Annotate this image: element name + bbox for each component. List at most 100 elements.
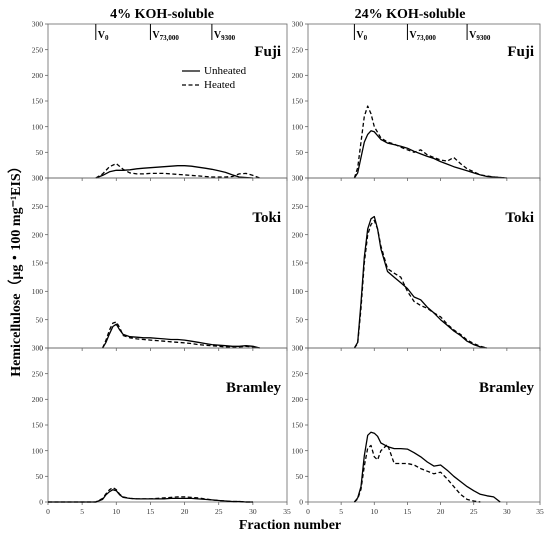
y-tick-label: 150 [32, 97, 44, 106]
y-tick-label: 250 [292, 369, 304, 378]
series-line-heated [353, 105, 507, 179]
series-line-unheated [353, 215, 488, 349]
panel-toki-left: 0 50 100 150 200 250 300 Toki [32, 174, 288, 353]
y-tick-label: 300 [292, 344, 304, 353]
elution-marker-label: V0 [98, 30, 109, 42]
y-tick-label: 0 [39, 344, 43, 353]
series-line-heated [353, 443, 481, 503]
x-tick-label: 30 [503, 507, 511, 516]
y-tick-label: 300 [32, 344, 44, 353]
y-tick-label: 300 [32, 20, 44, 29]
y-tick-label: 200 [32, 230, 44, 239]
x-tick-label: 5 [80, 507, 84, 516]
panel-toki-right: 0 50 100 150 200 250 300 Toki [292, 174, 541, 353]
x-tick-label: 5 [339, 507, 343, 516]
panel-label: Bramley [226, 380, 281, 396]
x-tick-label: 0 [46, 507, 50, 516]
elution-marker-label: V73,000 [152, 30, 179, 42]
panel-frame [47, 347, 288, 503]
panel-frame [47, 177, 288, 349]
x-tick-label: 35 [536, 507, 544, 516]
y-tick-label: 150 [32, 259, 44, 268]
panel-label: Toki [505, 210, 534, 226]
y-tick-label: 150 [292, 259, 304, 268]
y-tick-label: 200 [292, 71, 304, 80]
y-tick-label: 300 [292, 20, 304, 29]
y-tick-label: 150 [32, 421, 44, 430]
y-tick-label: 50 [36, 472, 44, 481]
y-tick-label: 0 [299, 174, 303, 183]
panel-fuji-right: 0 50 100 150 200 250 300 Fuji V0 V73,000 V9300 [292, 20, 541, 183]
y-tick-label: 100 [292, 287, 304, 296]
series-line-unheated [353, 130, 507, 179]
x-tick-label: 30 [249, 507, 257, 516]
x-tick-label: 25 [470, 507, 478, 516]
legend-label-unheated: Unheated [204, 65, 247, 77]
y-tick-label: 50 [36, 315, 44, 324]
series-line-heated [102, 321, 260, 349]
panel-fuji-left: 0 50 100 150 200 250 300 Fuji V0 V73,000 V9300 Unhe… [32, 20, 288, 183]
panel-frame [47, 23, 288, 179]
y-tick-label: 0 [39, 174, 43, 183]
y-tick-label: 50 [296, 315, 304, 324]
y-tick-label: 200 [292, 230, 304, 239]
y-tick-label: 250 [32, 202, 44, 211]
x-tick-label: 15 [147, 507, 155, 516]
x-tick-label: 35 [283, 507, 291, 516]
legend-label-heated: Heated [204, 79, 236, 91]
y-tick-label: 150 [292, 421, 304, 430]
column-title-left: 4% KOH-soluble [110, 7, 214, 22]
panel-label: Fuji [254, 44, 281, 60]
x-tick-label: 25 [215, 507, 223, 516]
y-tick-label: 200 [32, 395, 44, 404]
y-tick-label: 150 [292, 97, 304, 106]
y-tick-label: 0 [299, 498, 303, 507]
y-tick-label: 250 [292, 45, 304, 54]
y-tick-label: 0 [39, 498, 43, 507]
column-title-right: 24% KOH-soluble [355, 7, 466, 22]
elution-marker-label: V9300 [214, 30, 236, 42]
series-line-heated [353, 219, 488, 349]
y-tick-label: 200 [292, 395, 304, 404]
x-tick-label: 10 [371, 507, 379, 516]
y-tick-label: 0 [299, 344, 303, 353]
panel-label: Fuji [507, 44, 534, 60]
y-tick-label: 200 [32, 71, 44, 80]
elution-marker-label: V73,000 [409, 30, 436, 42]
y-tick-label: 100 [32, 122, 44, 131]
y-tick-label: 50 [296, 148, 304, 157]
y-tick-label: 250 [32, 369, 44, 378]
x-tick-label: 20 [181, 507, 189, 516]
y-tick-label: 100 [32, 446, 44, 455]
y-tick-label: 300 [32, 174, 44, 183]
series-line-heated [95, 162, 260, 179]
y-tick-label: 100 [292, 446, 304, 455]
y-tick-label: 100 [32, 287, 44, 296]
panel-frame [307, 177, 541, 349]
series-line-unheated [353, 431, 501, 503]
series-line-heated [48, 486, 253, 503]
panel-frame [307, 347, 541, 503]
elution-marker-label: V9300 [469, 30, 491, 42]
x-tick-label: 15 [404, 507, 412, 516]
panel-label: Bramley [479, 380, 534, 396]
y-tick-label: 50 [36, 148, 44, 157]
x-tick-label: 20 [437, 507, 445, 516]
elution-marker-label: V0 [356, 30, 367, 42]
y-tick-label: 250 [292, 202, 304, 211]
y-axis-title: Hemicellulose（μg・100 mg⁻¹EIS） [8, 159, 24, 376]
y-tick-label: 50 [296, 472, 304, 481]
x-axis-title: Fraction number [239, 518, 341, 533]
panel-label: Toki [252, 210, 281, 226]
y-tick-label: 250 [32, 45, 44, 54]
x-tick-label: 10 [113, 507, 121, 516]
y-tick-label: 300 [292, 174, 304, 183]
y-tick-label: 100 [292, 122, 304, 131]
x-tick-label: 0 [306, 507, 310, 516]
series-line-unheated [102, 323, 260, 349]
series-line-unheated [95, 165, 253, 179]
